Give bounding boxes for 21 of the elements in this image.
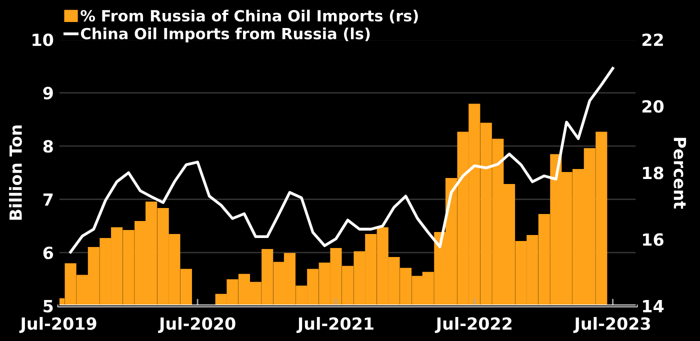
y-tick-label: 10 bbox=[32, 34, 54, 46]
x-tick-label: Jul-2022 bbox=[434, 316, 512, 333]
y2-axis-title: Percent bbox=[674, 138, 686, 209]
y-tick-label: 5 bbox=[44, 300, 53, 312]
x-tick-label: Jul-2021 bbox=[296, 316, 374, 333]
legend-label: China Oil Imports from Russia (ls) bbox=[80, 28, 370, 42]
y2-tick-label: 22 bbox=[642, 34, 663, 46]
y-tick-label: 6 bbox=[43, 246, 54, 260]
y2-tick-label: 18 bbox=[643, 166, 664, 180]
y2-tick-label: 20 bbox=[642, 100, 664, 113]
y-tick-label: 9 bbox=[43, 86, 53, 100]
y-axis-title: Billion Ton bbox=[9, 125, 22, 220]
y2-tick-label: 16 bbox=[643, 233, 664, 246]
y-tick-label: 8 bbox=[43, 140, 53, 153]
y-tick-label: 7 bbox=[43, 194, 53, 206]
line-series bbox=[69, 66, 614, 254]
y2-tick-label: 14 bbox=[643, 300, 664, 312]
x-tick-label: Jul-2020 bbox=[158, 316, 236, 333]
x-tick-label: Jul-2023 bbox=[573, 316, 650, 333]
legend-label: % From Russia of China Oil Imports (rs) bbox=[80, 10, 418, 24]
x-tick-label: Jul-2019 bbox=[19, 316, 96, 333]
